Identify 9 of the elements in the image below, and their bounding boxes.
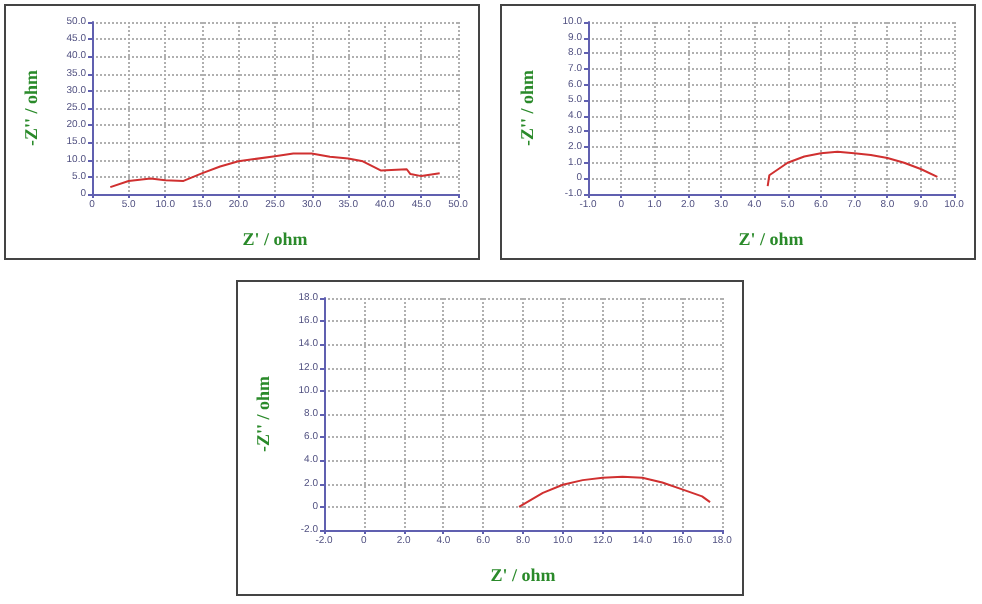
x-axis-title: Z' / ohm: [242, 229, 309, 249]
y-axis-title: -Z'' / ohm: [517, 69, 537, 147]
line-series: [766, 150, 939, 188]
y-axis-title: -Z'' / ohm: [21, 69, 41, 147]
x-axis-title: Z' / ohm: [490, 565, 557, 585]
line-series: [109, 152, 441, 189]
y-axis-title: -Z'' / ohm: [253, 375, 273, 453]
line-series: [518, 475, 712, 508]
x-axis-title: Z' / ohm: [738, 229, 805, 249]
